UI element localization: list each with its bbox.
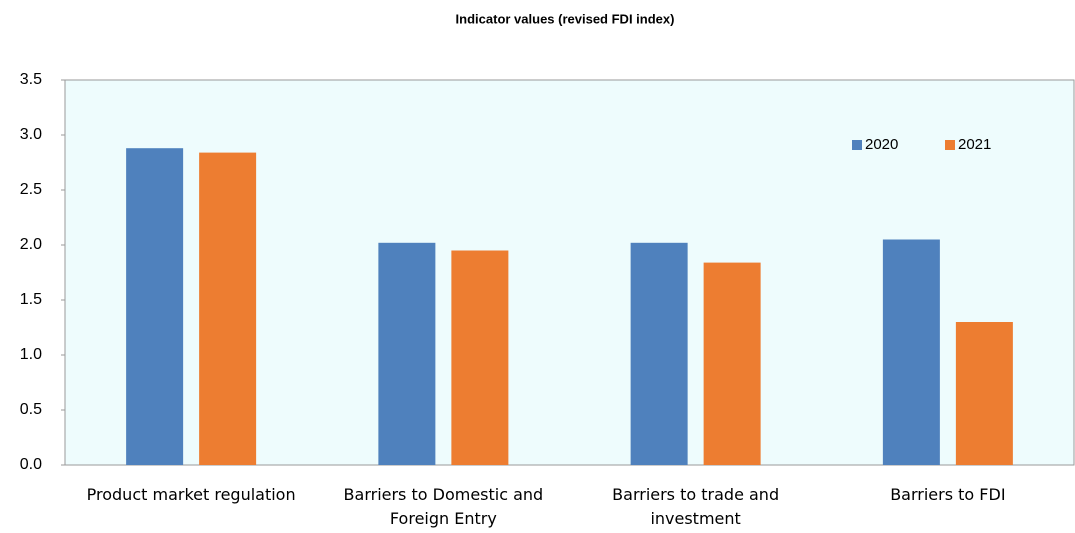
legend-swatch [852, 140, 862, 150]
y-tick-label: 1.5 [20, 291, 42, 308]
x-tick-label: Barriers to trade and investment [612, 485, 779, 528]
bar [955, 322, 1013, 465]
y-tick-label: 0.5 [20, 401, 42, 418]
bar [199, 152, 257, 465]
y-tick-label: 2.5 [20, 181, 42, 198]
bar [378, 242, 436, 465]
bar [703, 262, 761, 465]
y-tick-label: 3.0 [20, 126, 42, 143]
chart-title: Indicator values (revised FDI index) [456, 11, 675, 26]
legend-label: 2021 [958, 136, 991, 153]
x-tick-label: Product market regulation [87, 485, 296, 504]
bar [882, 239, 940, 465]
legend-label: 2020 [865, 136, 898, 153]
y-tick-label: 1.0 [20, 346, 42, 363]
bar [126, 148, 184, 465]
bar [451, 250, 509, 465]
y-tick-label: 3.5 [20, 71, 42, 88]
x-tick-label: Barriers to FDI [890, 485, 1005, 504]
y-tick-label: 2.0 [20, 236, 42, 253]
bar [630, 242, 688, 465]
y-tick-label: 0.0 [20, 456, 42, 473]
legend-swatch [945, 140, 955, 150]
x-tick-label: Barriers to Domestic and Foreign Entry [344, 485, 544, 528]
